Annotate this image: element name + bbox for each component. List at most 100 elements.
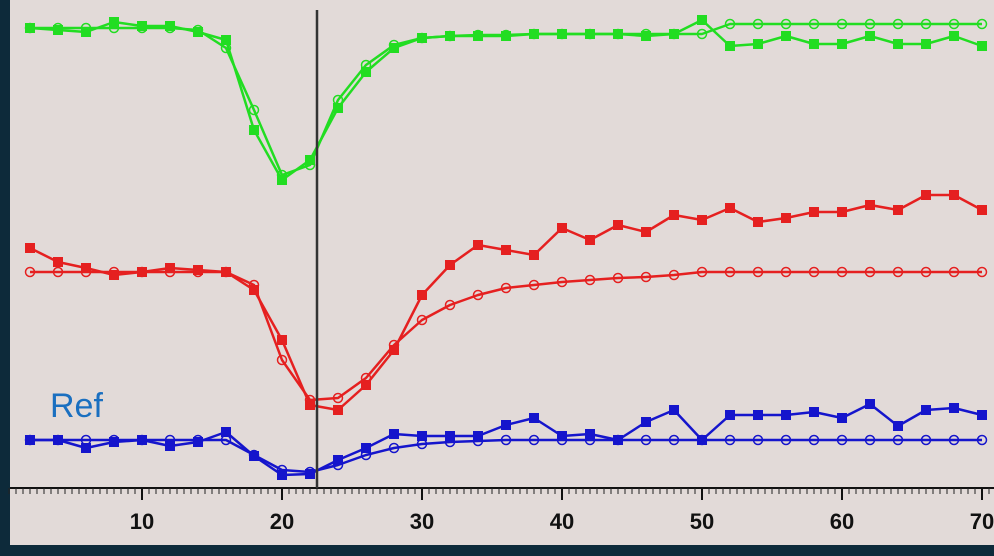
fit-point	[780, 266, 792, 278]
fit-point	[24, 434, 36, 446]
fit-point	[164, 266, 176, 278]
data-point	[193, 27, 203, 37]
fit-point	[556, 276, 568, 288]
fit-point	[808, 18, 820, 30]
data-point	[781, 410, 791, 420]
fit-point	[248, 279, 260, 291]
data-point	[501, 245, 511, 255]
ref-label: Ref	[50, 387, 103, 425]
data-point	[305, 469, 315, 479]
data-point	[725, 410, 735, 420]
fit-point	[472, 435, 484, 447]
data-point	[753, 217, 763, 227]
data-point	[277, 335, 287, 345]
data-point	[837, 39, 847, 49]
fit-point	[220, 266, 232, 278]
fit-point	[304, 394, 316, 406]
data-point	[193, 265, 203, 275]
data-point	[361, 443, 371, 453]
fit-point	[444, 436, 456, 448]
fit-point	[752, 266, 764, 278]
fit-point	[752, 18, 764, 30]
fit-point	[920, 18, 932, 30]
data-point	[949, 190, 959, 200]
data-point	[473, 240, 483, 250]
data-point	[249, 125, 259, 135]
fit-point	[24, 266, 36, 278]
data-point	[389, 43, 399, 53]
fit-point	[360, 59, 372, 71]
data-point	[165, 21, 175, 31]
fit-point	[668, 269, 680, 281]
fit-point	[80, 434, 92, 446]
data-point	[557, 223, 567, 233]
x-tick-label: 30	[410, 509, 434, 534]
fit-point	[836, 266, 848, 278]
data-point	[417, 431, 427, 441]
fit-point	[948, 18, 960, 30]
fit-point	[612, 272, 624, 284]
fit-point	[696, 28, 708, 40]
fit-point	[640, 434, 652, 446]
data-point	[921, 190, 931, 200]
x-tick-label: 60	[830, 509, 854, 534]
fit-point	[416, 32, 428, 44]
data-point	[949, 403, 959, 413]
data-point	[221, 427, 231, 437]
fit-point	[500, 29, 512, 41]
fit-point	[192, 266, 204, 278]
fit-point	[80, 266, 92, 278]
data-point	[25, 243, 35, 253]
data-point	[137, 21, 147, 31]
data-point	[109, 270, 119, 280]
fit-point	[808, 266, 820, 278]
data-point	[809, 39, 819, 49]
fit-point	[304, 159, 316, 171]
fit-point	[780, 434, 792, 446]
fit-point	[808, 434, 820, 446]
fit-point	[500, 282, 512, 294]
fit-point	[724, 266, 736, 278]
fit-point	[416, 314, 428, 326]
data-point	[445, 431, 455, 441]
series-line	[30, 270, 982, 402]
data-point	[641, 31, 651, 41]
data-point	[865, 399, 875, 409]
data-point	[977, 41, 987, 51]
data-point	[781, 31, 791, 41]
fit-point	[360, 449, 372, 461]
fit-point	[136, 434, 148, 446]
fit-point	[332, 459, 344, 471]
fit-point	[612, 28, 624, 40]
fit-point	[248, 449, 260, 461]
fit-point	[472, 289, 484, 301]
data-point	[781, 213, 791, 223]
data-point	[893, 205, 903, 215]
fit-point	[976, 434, 988, 446]
fit-point	[724, 434, 736, 446]
fit-point	[640, 28, 652, 40]
data-point	[893, 421, 903, 431]
data-point	[193, 437, 203, 447]
fit-point	[836, 434, 848, 446]
fit-point	[948, 434, 960, 446]
fit-point	[612, 434, 624, 446]
fit-point	[584, 28, 596, 40]
data-point	[361, 67, 371, 77]
fit-point	[304, 466, 316, 478]
fit-point	[388, 339, 400, 351]
data-point	[613, 220, 623, 230]
data-point	[949, 31, 959, 41]
fit-point	[556, 434, 568, 446]
data-point	[893, 39, 903, 49]
data-point	[697, 215, 707, 225]
data-point	[865, 31, 875, 41]
fit-point	[920, 266, 932, 278]
data-point	[361, 380, 371, 390]
fit-point	[780, 18, 792, 30]
fit-point	[136, 266, 148, 278]
fit-point	[276, 354, 288, 366]
series-line	[30, 438, 982, 474]
data-point	[417, 290, 427, 300]
